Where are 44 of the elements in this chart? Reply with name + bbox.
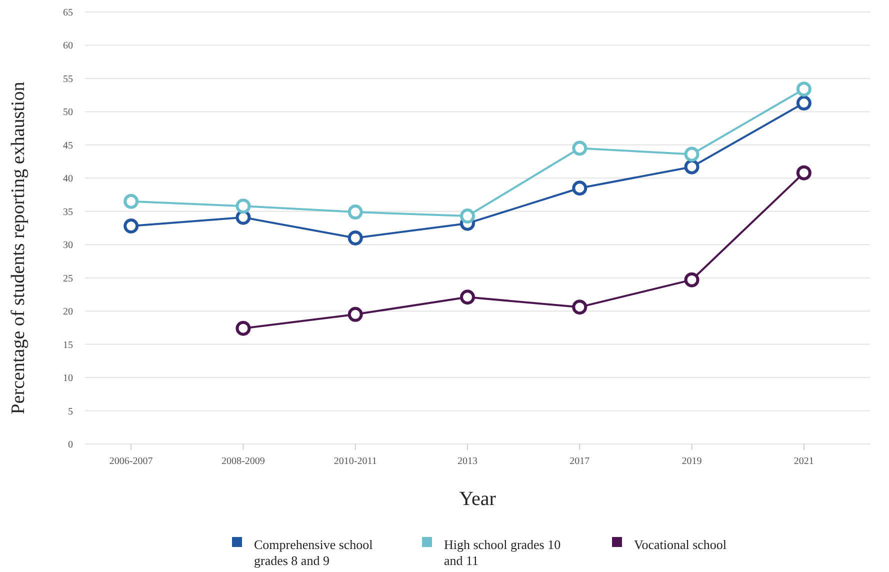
y-tick-label: 55 <box>63 74 73 85</box>
point <box>236 198 251 214</box>
point <box>572 300 588 315</box>
y-tick-label: 40 <box>63 174 73 185</box>
point <box>348 204 363 220</box>
point <box>796 165 812 180</box>
x-tick-label: 2008-2009 <box>222 456 265 467</box>
y-tick-label: 50 <box>63 107 73 118</box>
x-tick-label: 2019 <box>682 456 702 467</box>
x-tick-label: 2021 <box>794 456 814 467</box>
point <box>572 140 588 156</box>
point <box>684 159 700 174</box>
y-tick-label: 10 <box>63 373 73 384</box>
y-tick-label: 30 <box>63 240 73 252</box>
x-tick-label: 2010-2011 <box>334 456 377 467</box>
point <box>684 272 700 288</box>
y-tick-label: 20 <box>63 306 73 318</box>
point <box>796 96 812 111</box>
y-tick-label: 0 <box>68 440 73 450</box>
y-tick-label: 35 <box>63 206 73 218</box>
point <box>124 194 139 209</box>
y-tick-label: 5 <box>68 406 73 418</box>
legend-label: Vocational school <box>634 537 727 552</box>
legend-label: Comprehensive school grades 8 and 9 <box>254 537 374 568</box>
point <box>572 180 588 196</box>
y-tick-label: 45 <box>63 140 73 152</box>
point <box>460 290 475 305</box>
x-tick-label: 2006-2007 <box>109 456 153 467</box>
point <box>460 208 475 224</box>
point <box>236 320 251 336</box>
x-tick-label: 2013 <box>458 456 478 467</box>
y-tick-label: 60 <box>63 40 73 52</box>
point <box>348 230 363 246</box>
y-tick-label: 25 <box>63 273 73 284</box>
legend-label: High school grades 10 and 11 <box>444 537 561 568</box>
y-tick-label: 65 <box>63 8 73 18</box>
y-tick-label: 15 <box>63 340 73 351</box>
y-axis-title: Percentage of students reporting exhaustion <box>8 81 29 414</box>
point <box>796 82 812 97</box>
x-tick-label: 2017 <box>570 456 590 467</box>
point <box>684 146 700 162</box>
x-axis-title: Year <box>459 488 496 510</box>
point <box>348 306 363 322</box>
point <box>124 218 139 234</box>
